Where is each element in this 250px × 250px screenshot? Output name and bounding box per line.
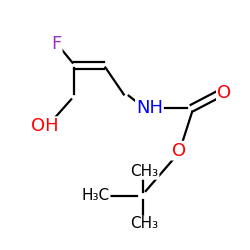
Text: OH: OH (30, 117, 58, 135)
Text: O: O (172, 142, 186, 160)
Text: NH: NH (136, 99, 163, 117)
Text: F: F (52, 35, 62, 53)
Text: O: O (217, 84, 231, 102)
Text: CH₃: CH₃ (130, 164, 158, 179)
Text: H₃C: H₃C (82, 188, 110, 204)
Text: CH₃: CH₃ (130, 216, 158, 232)
